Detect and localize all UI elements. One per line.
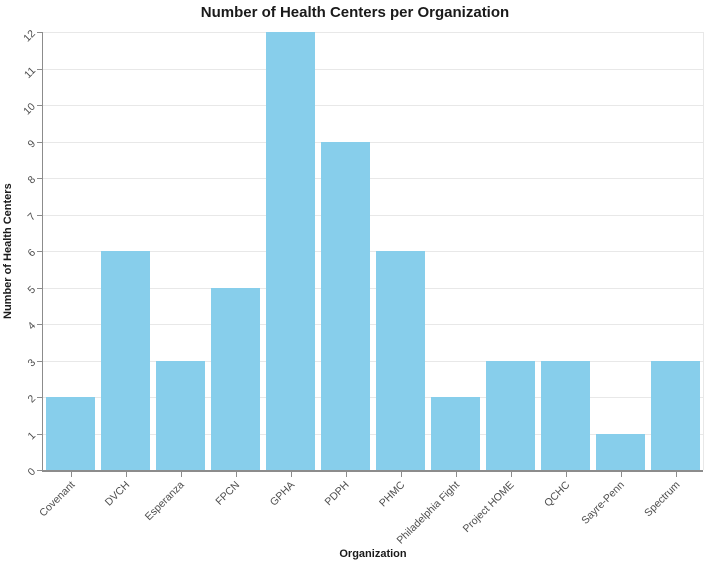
y-tick-mark [36, 324, 42, 325]
x-axis-title: Organization [339, 548, 407, 560]
y-tick-mark [36, 68, 42, 70]
x-tick-label: Project HOME [461, 479, 517, 535]
y-tick-mark [36, 470, 42, 471]
bar-phmc [375, 251, 426, 470]
y-tick-label: 3 [25, 356, 39, 369]
gridline [43, 178, 703, 179]
bar-philadelphia-fight [430, 397, 481, 470]
x-tick-label: Esperanza [143, 479, 187, 523]
y-tick-label: 11 [22, 64, 39, 81]
x-tick-mark [70, 472, 72, 477]
x-tick-mark [290, 472, 292, 477]
gridline [43, 141, 703, 143]
gridline [43, 32, 703, 33]
bar-pdph [320, 141, 371, 470]
x-tick-mark [180, 472, 182, 477]
y-tick-mark [36, 178, 42, 179]
y-tick-label: 1 [25, 429, 39, 442]
x-tick-mark [345, 472, 347, 477]
bar-fpcn [210, 287, 261, 470]
gridline [43, 287, 703, 289]
chart-title: Number of Health Centers per Organizatio… [200, 4, 510, 21]
gridline [43, 324, 703, 325]
x-tick-label: Spectrum [641, 479, 682, 520]
x-tick-mark [125, 472, 127, 477]
y-tick-mark [36, 214, 42, 216]
y-tick-label: 2 [25, 392, 39, 406]
x-tick-mark [235, 472, 237, 477]
y-tick-label: 0 [25, 465, 39, 479]
y-tick-label: 10 [21, 100, 39, 118]
bar-gpha [265, 32, 316, 470]
x-tick-label: PHMC [376, 479, 407, 510]
x-tick-label: DVCH [102, 479, 132, 509]
y-tick-label: 7 [25, 210, 39, 223]
x-tick-mark [455, 472, 457, 477]
plot-right-border [703, 32, 704, 470]
x-tick-label: QCHC [541, 479, 572, 510]
gridline [43, 68, 703, 70]
y-tick-mark [36, 433, 42, 435]
x-tick-mark [620, 472, 622, 477]
y-tick-mark [36, 397, 42, 398]
x-tick-label: PDPH [322, 479, 352, 509]
y-tick-mark [36, 251, 42, 252]
x-tick-label: Sayre-Penn [579, 479, 627, 527]
bar-dvch [100, 251, 151, 470]
y-tick-mark [36, 141, 42, 143]
bar-covenant [45, 397, 96, 470]
y-tick-label: 9 [25, 137, 39, 150]
bar-qchc [540, 360, 591, 470]
gridline [43, 105, 703, 106]
gridline [43, 360, 703, 362]
x-tick-mark [510, 472, 512, 477]
gridline [43, 433, 703, 435]
y-tick-label: 4 [25, 319, 39, 333]
bar-sayre-penn [595, 433, 646, 470]
bar-esperanza [155, 360, 206, 470]
gridline [43, 214, 703, 216]
x-tick-mark [400, 472, 402, 477]
y-tick-mark [36, 32, 42, 33]
y-tick-mark [36, 287, 42, 289]
x-tick-mark [565, 472, 567, 477]
y-axis-line [41, 32, 43, 470]
x-tick-label: Covenant [36, 479, 77, 520]
x-axis-line [41, 470, 703, 472]
x-tick-label: GPHA [267, 479, 297, 509]
plot-area: 0 1 2 3 4 5 6 7 8 9 10 11 12 Covenant DVCH Esperanza FPC… [21, 28, 704, 547]
gridline [43, 251, 703, 252]
bar-project-home [485, 360, 536, 470]
y-tick-label: 12 [21, 27, 39, 45]
y-tick-mark [36, 360, 42, 362]
y-tick-mark [36, 105, 42, 106]
x-tick-label: FPCN [213, 479, 242, 508]
bar-spectrum [650, 360, 701, 470]
y-tick-label: 5 [25, 283, 39, 296]
y-tick-label: 8 [25, 173, 39, 187]
y-axis-title: Number of Health Centers [2, 183, 14, 319]
y-tick-label: 6 [25, 246, 39, 260]
x-tick-mark [675, 472, 677, 477]
gridline [43, 397, 703, 398]
